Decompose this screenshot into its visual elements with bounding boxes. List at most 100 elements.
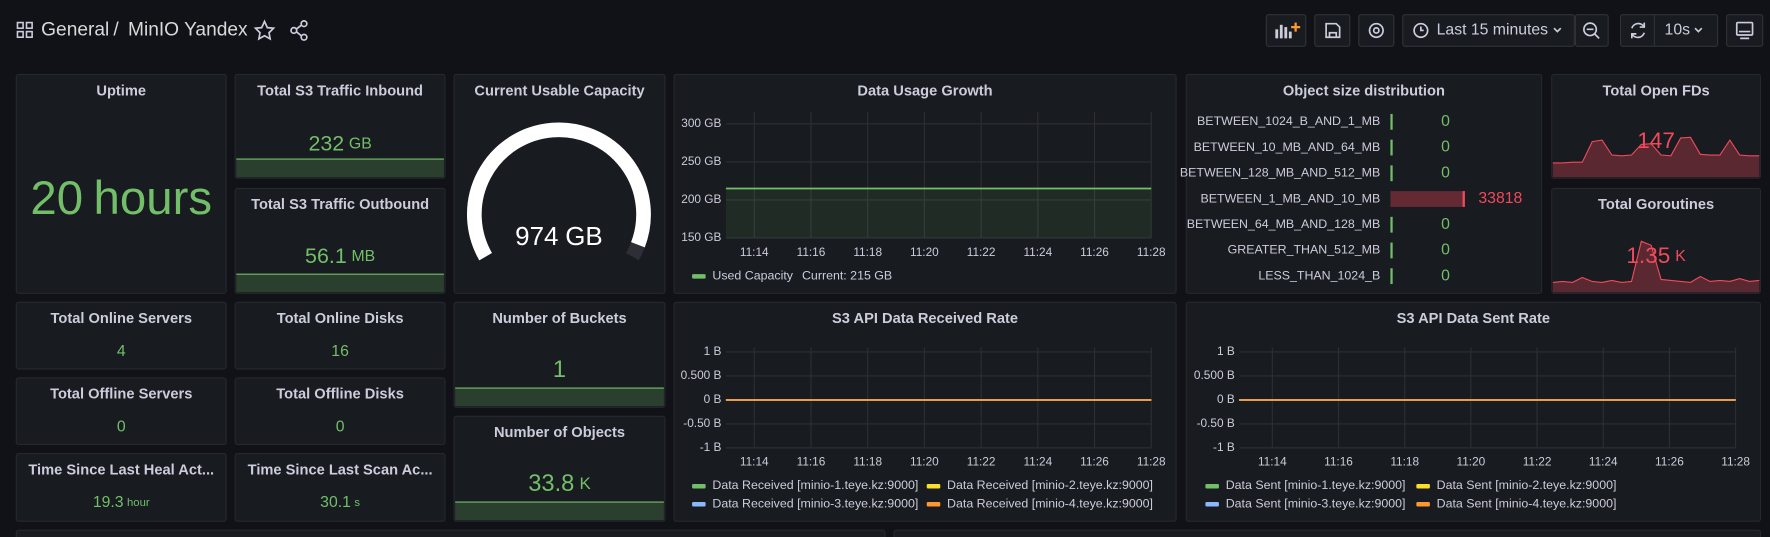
stat-value: 33.8 K xyxy=(528,471,591,497)
add-panel-icon xyxy=(1275,22,1301,39)
panel xyxy=(1185,301,1762,522)
legend-label: Data Sent [minio-1.teye.kz:9000] xyxy=(1226,479,1406,493)
zoom-out-button[interactable] xyxy=(1574,14,1609,47)
panel-title: S3 API Data Received Rate xyxy=(832,311,1018,327)
value: 1.35 xyxy=(1626,243,1670,268)
unit: K xyxy=(580,475,592,494)
share-icon[interactable] xyxy=(290,20,308,41)
unit: s xyxy=(354,497,360,509)
tv-icon xyxy=(1735,21,1754,40)
x-tick-label: 11:20 xyxy=(1457,455,1486,469)
x-tick-label: 11:16 xyxy=(1324,455,1353,469)
legend-marker xyxy=(1416,483,1430,489)
stat-value: 1 xyxy=(553,357,566,383)
panel xyxy=(15,301,227,370)
legend-name[interactable]: Data Received [minio-4.teye.kz:9000] xyxy=(947,497,1153,511)
bar-value: 33818 xyxy=(1478,190,1522,207)
sparkline-area xyxy=(455,388,664,407)
y-tick-label: 250 GB xyxy=(681,154,721,168)
value: 232 xyxy=(308,131,344,155)
legend-name[interactable]: Data Sent [minio-4.teye.kz:9000] xyxy=(1437,497,1617,511)
zoom-icon xyxy=(1583,22,1600,39)
value: 33.8 xyxy=(528,471,574,497)
dashboards-icon[interactable] xyxy=(16,21,33,39)
settings-button[interactable] xyxy=(1358,14,1395,47)
panel xyxy=(15,73,227,294)
value: 4 xyxy=(117,343,126,360)
bar-label: BETWEEN_64_MB_AND_128_MB xyxy=(1187,217,1381,231)
panel-title: Total Open FDs xyxy=(1602,83,1709,99)
bar-label: GREATER_THAN_512_MB xyxy=(1228,243,1381,257)
unit: GB xyxy=(565,223,602,251)
sparkline xyxy=(1552,240,1760,283)
bar xyxy=(1390,165,1393,182)
x-tick-label: 11:22 xyxy=(1523,455,1552,469)
bar xyxy=(1390,268,1393,285)
bar xyxy=(1390,113,1393,130)
panel xyxy=(453,301,666,408)
panel-title: Time Since Last Scan Ac... xyxy=(248,462,433,478)
bar-value: 0 xyxy=(1441,113,1450,130)
bar-label: BETWEEN_1_MB_AND_10_MB xyxy=(1201,191,1381,205)
bar xyxy=(1390,191,1465,207)
refresh-interval[interactable]: 10s xyxy=(1665,22,1691,39)
legend-value: Current: 215 GB xyxy=(802,269,892,283)
x-tick-label: 11:26 xyxy=(1080,455,1109,469)
y-tick-label: 0 B xyxy=(1217,392,1235,406)
value: 147 xyxy=(1637,128,1675,153)
legend-label: Data Sent [minio-3.teye.kz:9000] xyxy=(1226,497,1406,511)
panel xyxy=(893,529,1762,537)
gauge-value: 974 GB xyxy=(515,223,603,251)
value: 16 xyxy=(331,343,349,360)
legend-name[interactable]: Data Received [minio-1.teye.kz:9000] xyxy=(712,479,918,493)
x-tick-label: 11:16 xyxy=(797,455,826,469)
stat-value: 232 GB xyxy=(308,131,371,155)
clock-icon xyxy=(1413,22,1429,39)
star-icon[interactable] xyxy=(253,19,276,41)
panel-title: Time Since Last Heal Act... xyxy=(28,462,214,478)
tv-mode-button[interactable] xyxy=(1726,14,1764,47)
legend-name[interactable]: Data Sent [minio-2.teye.kz:9000] xyxy=(1437,479,1617,493)
stat-value: 1.35 K xyxy=(1626,243,1686,268)
y-tick-label: 150 GB xyxy=(681,230,721,244)
legend-marker xyxy=(1205,502,1219,507)
legend-marker xyxy=(1416,502,1430,507)
y-tick-label: -1 B xyxy=(700,440,722,454)
breadcrumb-folder[interactable]: General xyxy=(41,20,109,41)
series-area xyxy=(725,188,1152,239)
panel xyxy=(234,73,446,179)
time-range: Last 15 minutes xyxy=(1437,22,1549,39)
value: 974 xyxy=(515,223,558,251)
stat-value: 4 xyxy=(117,343,126,360)
y-tick-label: 0.500 B xyxy=(1194,368,1235,382)
legend-name[interactable]: Data Sent [minio-1.teye.kz:9000] xyxy=(1226,479,1406,493)
value: 19.3 xyxy=(93,494,124,511)
y-tick-label: 0 B xyxy=(704,392,722,406)
sparkline-area xyxy=(236,159,444,178)
legend-name[interactable]: Used Capacity xyxy=(712,269,793,283)
panel xyxy=(673,301,1177,522)
value: 30.1 xyxy=(320,494,351,511)
panel xyxy=(1551,187,1762,294)
legend-name[interactable]: Data Received [minio-3.teye.kz:9000] xyxy=(712,497,918,511)
gauge-arc xyxy=(467,122,651,261)
bar-value: 0 xyxy=(1441,139,1450,156)
panel-title: Total Goroutines xyxy=(1598,197,1714,213)
sparkline-area xyxy=(236,274,444,293)
y-tick-label: 200 GB xyxy=(681,192,721,206)
legend-name[interactable]: Data Sent [minio-3.teye.kz:9000] xyxy=(1226,497,1406,511)
y-tick-label: 300 GB xyxy=(681,116,721,130)
panel-title: Total S3 Traffic Outbound xyxy=(251,197,429,213)
save-button[interactable] xyxy=(1314,14,1351,47)
time-picker[interactable] xyxy=(1402,14,1575,47)
bar-edge xyxy=(1462,191,1465,207)
legend-label: Used Capacity Current: 215 GB xyxy=(712,269,892,283)
legend-marker xyxy=(926,502,941,507)
panel-title: Total Offline Disks xyxy=(276,387,404,403)
bar-label: BETWEEN_128_MB_AND_512_MB xyxy=(1180,166,1380,180)
legend-name[interactable]: Data Received [minio-2.teye.kz:9000] xyxy=(947,479,1153,493)
x-tick-label: 11:22 xyxy=(967,455,996,469)
panel xyxy=(234,301,446,370)
